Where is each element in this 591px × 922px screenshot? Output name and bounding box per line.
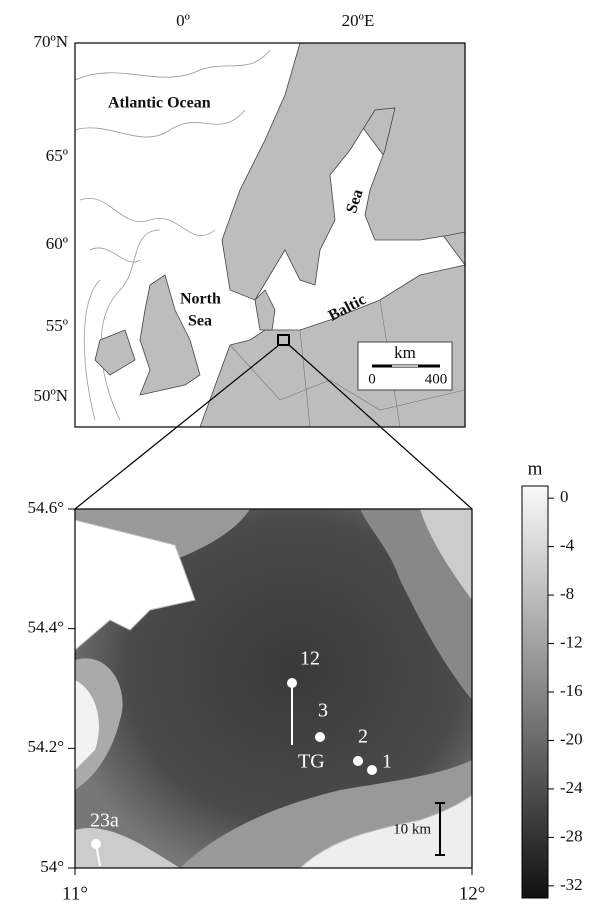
station-label: 1	[382, 751, 392, 773]
colorbar-tick-label: -32	[560, 875, 583, 894]
figure: 70ºN 65º 60º 55º 50ºN 0º 20ºE Atlantic O…	[0, 0, 591, 922]
station	[287, 678, 297, 688]
lat-tick-label: 54.6°	[27, 498, 64, 517]
lon-label: 20ºE	[342, 11, 375, 30]
lon-label: 0º	[176, 11, 190, 30]
colorbar-tick-label: -24	[560, 778, 583, 797]
station	[367, 765, 377, 775]
detail-map	[75, 509, 472, 868]
place-label: Atlantic Ocean	[108, 95, 211, 112]
station-label: 2	[358, 726, 368, 748]
colorbar-tick-label: -16	[560, 681, 583, 700]
station-label: 12	[300, 648, 320, 670]
lat-tick-label: 54.2°	[27, 737, 64, 756]
lat-tick-label: 54.4°	[27, 618, 64, 637]
lat-label: 60º	[46, 234, 68, 253]
station-label: 3	[318, 700, 328, 722]
colorbar-tick-label: -28	[560, 826, 583, 845]
lat-tick-label: 54°	[40, 857, 64, 876]
lat-label: 70ºN	[33, 32, 68, 51]
place-label: North	[180, 291, 221, 308]
colorbar-tick-label: -4	[560, 535, 575, 554]
lon-tick-label: 11°	[62, 883, 88, 904]
scale-unit: km	[394, 343, 416, 362]
station	[91, 839, 101, 849]
colorbar-tick-label: -8	[560, 584, 574, 603]
scale-label: 10 km	[393, 821, 431, 837]
station-label: 23a	[90, 810, 119, 832]
scale-label: 0	[368, 371, 376, 387]
colorbar-tick-label: -20	[560, 729, 583, 748]
place-label: Sea	[188, 313, 212, 330]
colorbar-tick-label: 0	[560, 487, 569, 506]
lat-label: 55º	[46, 316, 68, 335]
station	[353, 756, 363, 766]
colorbar-tick-label: -12	[560, 632, 583, 651]
station-label: TG	[298, 751, 325, 773]
station	[315, 732, 325, 742]
lon-tick-label: 12°	[459, 883, 486, 904]
lat-label: 50ºN	[33, 386, 68, 405]
colorbar-unit: m	[528, 458, 543, 479]
lat-label: 65º	[46, 146, 68, 165]
scale-label: 400	[425, 371, 448, 387]
colorbar	[522, 486, 548, 898]
